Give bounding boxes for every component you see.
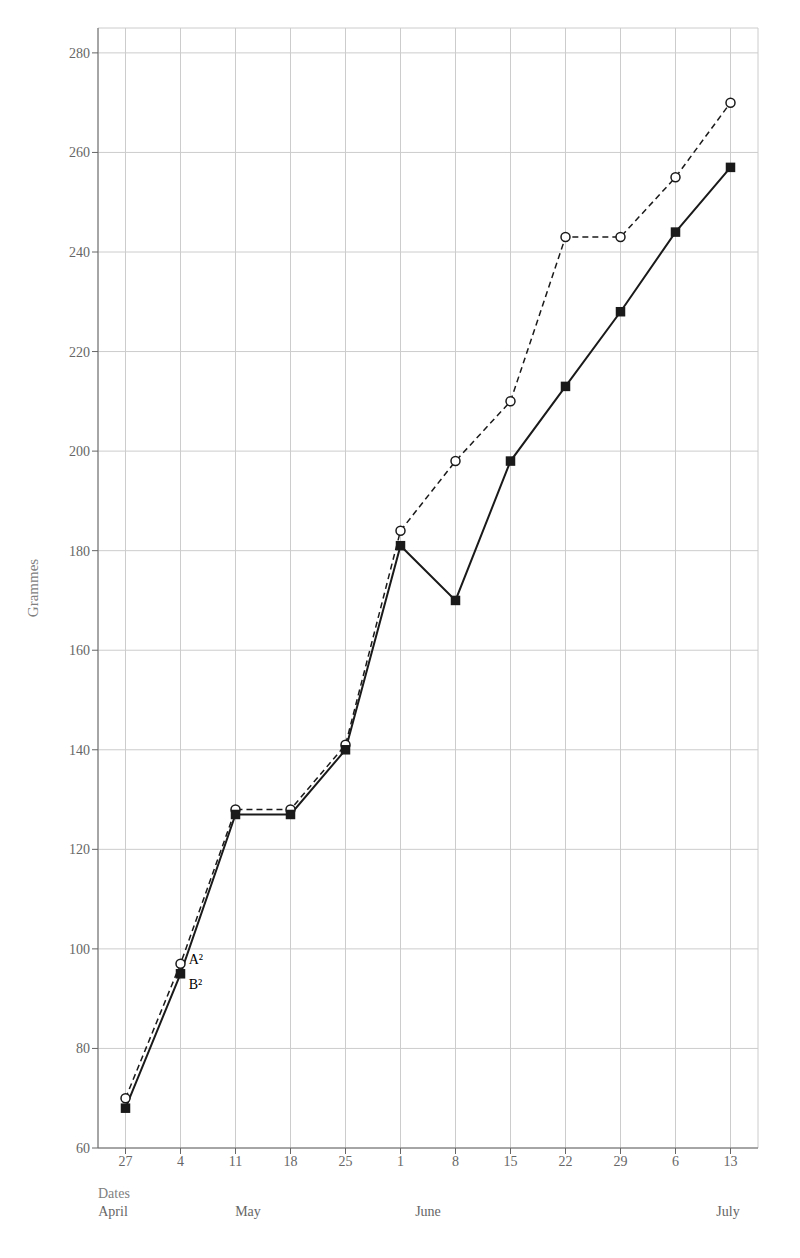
svg-text:180: 180 xyxy=(69,544,90,559)
svg-text:60: 60 xyxy=(76,1141,90,1156)
svg-text:22: 22 xyxy=(559,1154,573,1169)
svg-text:220: 220 xyxy=(69,345,90,360)
svg-text:260: 260 xyxy=(69,145,90,160)
svg-text:4: 4 xyxy=(177,1154,184,1169)
svg-text:11: 11 xyxy=(229,1154,242,1169)
svg-text:1: 1 xyxy=(397,1154,404,1169)
svg-text:July: July xyxy=(716,1204,739,1219)
svg-text:A²: A² xyxy=(189,952,203,967)
svg-text:8: 8 xyxy=(452,1154,459,1169)
svg-text:Dates: Dates xyxy=(98,1186,130,1201)
svg-text:May: May xyxy=(235,1204,261,1219)
svg-text:June: June xyxy=(415,1204,441,1219)
svg-text:280: 280 xyxy=(69,46,90,61)
svg-text:140: 140 xyxy=(69,743,90,758)
svg-text:27: 27 xyxy=(119,1154,133,1169)
svg-text:240: 240 xyxy=(69,245,90,260)
svg-text:13: 13 xyxy=(724,1154,738,1169)
svg-text:B²: B² xyxy=(189,977,203,992)
svg-text:120: 120 xyxy=(69,842,90,857)
svg-text:6: 6 xyxy=(672,1154,679,1169)
svg-text:April: April xyxy=(98,1204,128,1219)
svg-text:Grammes: Grammes xyxy=(25,559,41,617)
svg-text:15: 15 xyxy=(504,1154,518,1169)
svg-text:80: 80 xyxy=(76,1041,90,1056)
svg-text:200: 200 xyxy=(69,444,90,459)
svg-text:25: 25 xyxy=(339,1154,353,1169)
svg-text:29: 29 xyxy=(614,1154,628,1169)
svg-text:160: 160 xyxy=(69,643,90,658)
svg-text:100: 100 xyxy=(69,942,90,957)
svg-text:18: 18 xyxy=(284,1154,298,1169)
